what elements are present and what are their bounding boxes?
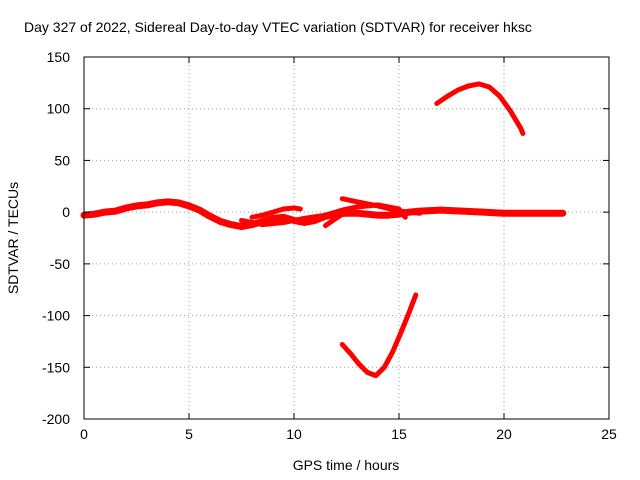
series-upper-arc	[434, 81, 526, 136]
y-tick-label: 150	[47, 49, 71, 65]
chart-title: Day 327 of 2022, Sidereal Day-to-day VTE…	[24, 19, 532, 35]
series-near-zero-band	[80, 198, 567, 231]
x-tick-labels: 0 5 10 15 20 25	[80, 426, 617, 442]
axis-ticks	[83, 56, 610, 420]
grid	[84, 57, 609, 419]
x-axis-label: GPS time / hours	[293, 457, 400, 473]
x-tick-label: 20	[496, 426, 512, 442]
x-tick-label: 10	[286, 426, 302, 442]
y-tick-label: -100	[42, 308, 70, 324]
y-tick-label: -200	[42, 411, 70, 427]
y-tick-label: -150	[42, 359, 70, 375]
y-tick-label: -50	[50, 256, 70, 272]
y-tick-labels: -200 -150 -100 -50 0 50 100 150	[42, 49, 70, 427]
series-secondary-band-3	[323, 207, 354, 229]
series-secondary-band	[249, 205, 303, 220]
plot-frame	[83, 56, 610, 420]
x-tick-label: 25	[601, 426, 617, 442]
y-tick-label: 50	[54, 152, 70, 168]
x-tick-label: 5	[185, 426, 193, 442]
y-axis-label: SDTVAR / TECUs	[5, 182, 21, 294]
x-tick-label: 0	[80, 426, 88, 442]
x-tick-label: 15	[391, 426, 407, 442]
y-tick-label: 0	[62, 204, 70, 220]
series-secondary-band-4	[339, 196, 423, 216]
data-series	[80, 81, 567, 379]
series-lower-arc	[339, 292, 419, 379]
y-tick-label: 100	[47, 101, 71, 117]
